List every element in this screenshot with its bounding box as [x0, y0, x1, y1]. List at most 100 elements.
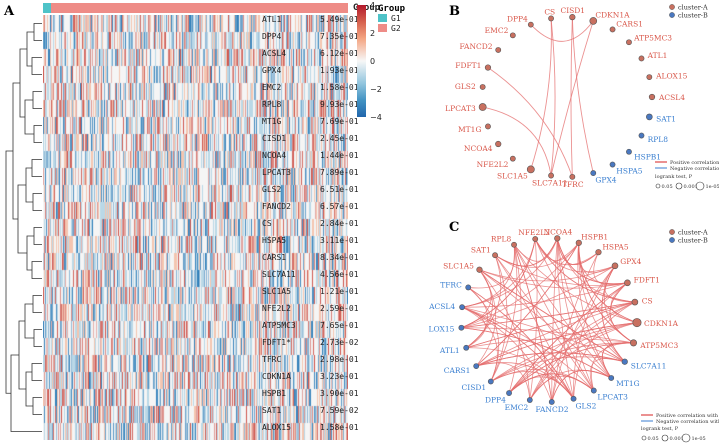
gene-node: [624, 279, 631, 287]
gene-name: SAT1: [262, 406, 282, 415]
correlation-edge: [551, 265, 616, 403]
correlation-edge: [482, 106, 552, 176]
cluster-a-label: cluster-A: [678, 229, 708, 237]
correlation-edge: [490, 255, 508, 382]
correlation-edge: [461, 327, 612, 379]
gene-node: [527, 21, 534, 28]
gene-node-label: HSPA5: [616, 166, 642, 175]
gene-row: TFRC 2.98e-01: [262, 355, 382, 367]
dendrogram-branch: [33, 329, 42, 347]
gene-node-label: NCOA4: [544, 227, 573, 236]
gene-p-value: 6.51e-01: [320, 185, 359, 194]
cluster-b-label: cluster-B: [678, 237, 708, 245]
logrank-size-swatch: [675, 182, 683, 190]
gene-p-value: 8.34e-01: [320, 253, 359, 262]
expression-heatmap: [43, 15, 348, 440]
gene-node: [484, 64, 492, 71]
colorbar-tick-label: −2: [370, 85, 382, 94]
panel-a-label: A: [4, 4, 15, 19]
correlation-edge: [476, 322, 638, 367]
correlation-edge: [494, 238, 558, 267]
correlation-edge: [494, 254, 595, 391]
gene-node: [590, 387, 597, 394]
gene-row: GLS2 6.51e-01: [262, 185, 382, 197]
gene-node-label: HSPA5: [602, 242, 628, 251]
correlation-edge: [487, 67, 573, 177]
dendrogram-branch: [32, 193, 42, 211]
gene-name: ALOX15: [262, 423, 291, 432]
gene-node-label: CS: [544, 8, 555, 17]
gene-p-value: 3.90e-01: [320, 389, 359, 398]
gene-name: GLS2: [262, 185, 282, 194]
gene-node-label: HSPB1: [581, 232, 608, 241]
gene-node: [648, 93, 656, 101]
dendrogram-branch: [32, 295, 42, 313]
correlation-edge: [534, 238, 580, 262]
gene-name: EMC2: [262, 83, 282, 92]
correlation-edge: [513, 244, 553, 403]
correlation-edge: [508, 244, 522, 394]
gene-p-value: 1.44e-01: [320, 151, 359, 160]
gene-p-value: 6.12e-01: [320, 49, 359, 58]
logrank-size-label: 0.05: [648, 436, 659, 442]
correlation-edge: [573, 301, 636, 399]
gene-node: [458, 324, 465, 331]
correlation-edge: [466, 301, 635, 349]
gene-node-label: LPCAT3: [597, 393, 628, 402]
group-g2-segment: [51, 3, 348, 13]
gene-node: [626, 39, 632, 46]
gene-p-value: 2.59e-01: [320, 304, 359, 313]
gene-p-value: 7.59e-02: [320, 406, 359, 415]
correlation-edge: [534, 238, 635, 303]
cluster-a-swatch: [669, 229, 675, 235]
g1-legend-swatch: [378, 14, 387, 22]
gene-p-value: 2.98e-01: [320, 355, 359, 364]
correlation-edge: [476, 301, 635, 367]
cluster-b-swatch: [669, 12, 675, 18]
gene-p-value: 7.35e-01: [320, 32, 359, 41]
correlation-edge: [508, 322, 638, 394]
gene-node-label: SLC7A11: [631, 361, 667, 370]
gene-row: ATP5MC3 7.65e-01: [262, 321, 382, 333]
gene-node: [526, 165, 535, 174]
gene-name: MT1G: [262, 117, 282, 126]
gene-row: RPL8 9.93e-01: [262, 100, 382, 112]
dendrogram-branch: [31, 261, 42, 279]
gene-node-label: EMC2: [485, 26, 509, 35]
gene-node-label: ACSL4: [429, 302, 455, 311]
group-g1-segment: [43, 3, 51, 13]
gene-row: CARS1 8.34e-01: [262, 253, 382, 265]
gene-row: GPX4 1.93e-01: [262, 66, 382, 78]
correlation-edge: [490, 244, 518, 382]
logrank-size-label: 1e-05: [692, 436, 706, 442]
correlation-edge: [461, 238, 536, 329]
gene-node: [459, 304, 465, 311]
positive-corr-label: Positive correlation with P < 0.001: [670, 160, 719, 166]
correlation-edge: [479, 269, 625, 363]
gene-p-value: 1.93e-01: [320, 66, 359, 75]
gene-p-value: 7.65e-01: [320, 321, 359, 330]
gene-node: [548, 172, 554, 179]
correlation-edge: [550, 20, 594, 176]
gene-row: EMC2 1.58e-01: [262, 83, 382, 95]
gene-node-label: NFE2L2: [477, 160, 509, 169]
dendrogram-branch: [31, 57, 42, 75]
correlation-edge: [556, 238, 599, 265]
logrank-title: logrank test, P: [655, 174, 693, 180]
gene-row: LPCAT3 7.89e-01: [262, 168, 382, 180]
gene-p-value: 1.21e-01: [320, 287, 359, 296]
gene-row: SAT1 7.59e-02: [262, 406, 382, 418]
gene-node-label: FDFT1: [634, 276, 660, 285]
gene-node-label: RPL8: [491, 234, 512, 243]
gene-name: CDKN1A: [262, 372, 291, 381]
colorbar-title: Group: [353, 3, 381, 13]
gene-row: HSPB1 3.90e-01: [262, 389, 382, 401]
gene-node-label: NCOA4: [464, 144, 493, 153]
gene-name: CISD1: [262, 134, 287, 143]
logrank-title: logrank test, P: [641, 426, 679, 432]
correlation-edge: [508, 342, 634, 394]
logrank-size-swatch: [695, 181, 705, 191]
dendrogram-branch: [32, 91, 42, 109]
gene-node-label: LPCAT3: [445, 104, 476, 113]
gene-row: NFE2L2 2.59e-01: [262, 304, 382, 316]
